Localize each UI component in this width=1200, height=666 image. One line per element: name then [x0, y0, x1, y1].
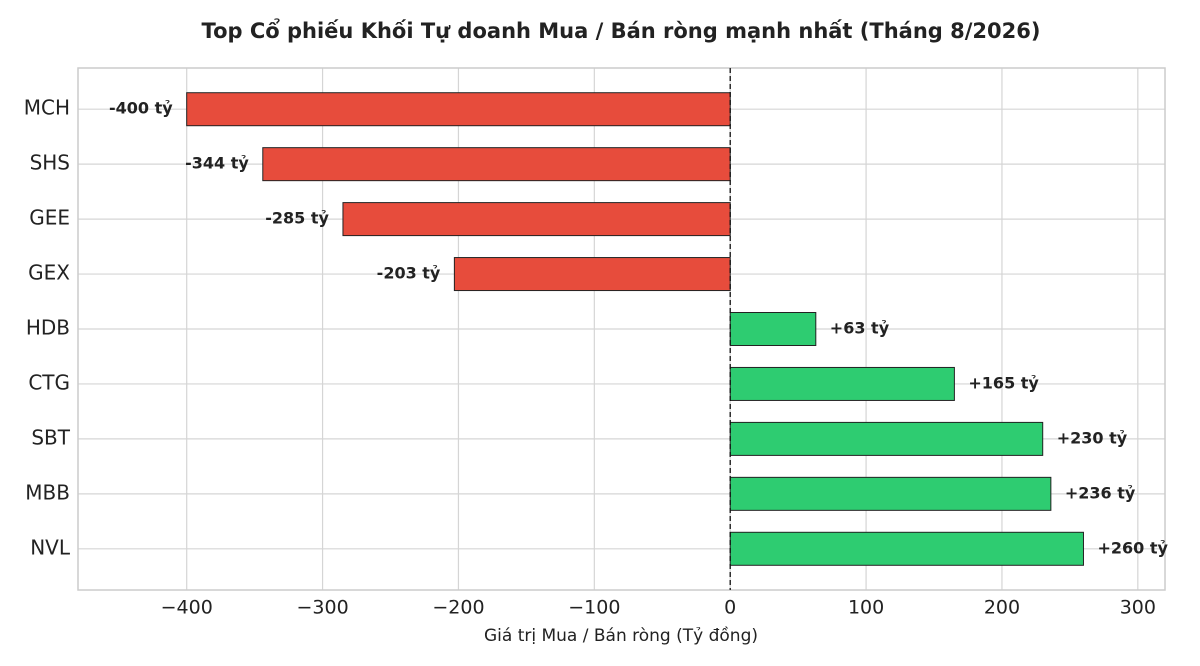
bar [453, 257, 731, 292]
x-tick-label: 200 [984, 597, 1020, 619]
value-label: -344 tỷ [185, 154, 249, 173]
x-tick-label: 300 [1120, 597, 1156, 619]
x-tick-label: −400 [161, 597, 213, 619]
bar [729, 421, 1044, 456]
chart-title: Top Cổ phiếu Khối Tự doanh Mua / Bán ròn… [202, 18, 1041, 43]
y-tick-label: MCH [24, 96, 70, 120]
bar [186, 92, 731, 127]
value-label: +230 tỷ [1057, 428, 1128, 447]
y-tick-label: SBT [31, 425, 70, 449]
y-tick-label: HDB [26, 316, 70, 340]
bar [342, 202, 731, 237]
value-label: +236 tỷ [1065, 483, 1136, 502]
x-tick-label: −100 [568, 597, 620, 619]
x-tick-label: 0 [724, 597, 736, 619]
x-tick-label: −300 [296, 597, 348, 619]
value-label: -400 tỷ [109, 99, 173, 118]
y-tick-label: GEX [28, 261, 70, 285]
y-tick-label: GEE [29, 206, 70, 230]
bar [729, 531, 1084, 566]
bar [262, 147, 731, 182]
x-tick-label: −200 [432, 597, 484, 619]
value-label: -203 tỷ [377, 264, 441, 283]
bar [729, 476, 1052, 511]
value-label: +63 tỷ [830, 319, 890, 338]
y-tick-label: CTG [28, 370, 70, 394]
x-tick-label: 100 [848, 597, 884, 619]
y-tick-label: SHS [30, 151, 70, 175]
y-tick-label: NVL [30, 535, 71, 559]
value-label: -285 tỷ [265, 209, 329, 228]
bar [729, 366, 955, 401]
plot-frame [77, 67, 1166, 591]
value-label: +260 tỷ [1097, 538, 1168, 557]
x-axis-label: Giá trị Mua / Bán ròng (Tỷ đồng) [484, 625, 758, 646]
value-label: +165 tỷ [968, 373, 1039, 392]
bar [729, 312, 817, 346]
y-tick-label: MBB [25, 480, 70, 504]
